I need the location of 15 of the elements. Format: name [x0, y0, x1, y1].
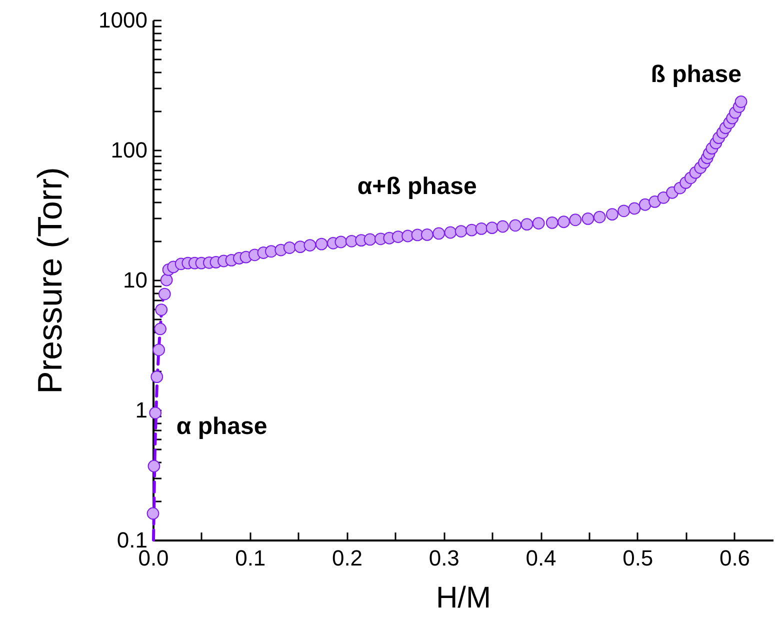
x-tick-label: 0.2 [332, 546, 363, 570]
x-tick-label: 0.5 [622, 546, 654, 570]
y-tick-label: 1000 [98, 8, 148, 32]
y-tick-label: 1 [135, 398, 148, 422]
x-tick-label: 0.4 [526, 546, 556, 570]
annotation: α+ß phase [357, 172, 477, 200]
annotation: ß phase [650, 61, 742, 88]
annotation: α phase [176, 413, 268, 440]
y-tick-label: 10 [123, 268, 148, 292]
x-tick-label: 0.1 [235, 546, 266, 570]
x-tick-label: 0.3 [428, 546, 460, 570]
y-axis-title: Pressure (Torr) [32, 167, 70, 394]
y-tick-label: 100 [110, 138, 148, 162]
x-tick-label: 0.6 [719, 546, 750, 570]
x-axis-title: H/M [436, 582, 491, 614]
